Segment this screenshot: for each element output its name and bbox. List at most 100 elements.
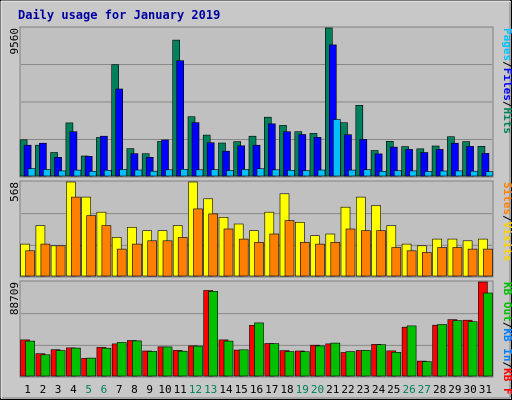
bar-sites-day-28 — [437, 247, 447, 277]
bar-pages-day-13 — [210, 169, 219, 177]
bar-kbout-day-11 — [177, 350, 188, 377]
bar-kbout-day-12 — [193, 345, 203, 377]
bar-files-day-4 — [69, 131, 78, 177]
bar-kbout-day-10 — [162, 346, 173, 377]
bar-files-day-12 — [191, 122, 200, 177]
bar-files-day-6 — [100, 135, 108, 177]
bar-files-day-20 — [313, 137, 322, 177]
bar-pages-day-16 — [256, 168, 265, 177]
x-tick-label-14: 14 — [219, 383, 233, 396]
bar-kbout-day-27 — [421, 361, 432, 377]
x-tick-label-19: 19 — [296, 383, 309, 396]
bar-files-day-29 — [451, 142, 459, 177]
bar-sites-day-12 — [193, 208, 203, 277]
legend-kb-in: KB In — [501, 328, 512, 361]
bar-sites-day-22 — [345, 228, 356, 277]
bar-pages-day-23 — [363, 169, 372, 177]
bar-files-day-28 — [435, 149, 444, 177]
bar-kbout-day-1 — [25, 340, 35, 377]
x-tick-label-1: 1 — [24, 383, 31, 396]
x-tick-label-31: 31 — [479, 383, 492, 396]
legend-visits: Visits — [501, 222, 512, 262]
bar-files-day-11 — [176, 60, 184, 177]
x-axis-ticks: 1 2 3 4 5 6 7 8 9 10 11 12 13 14 15 16 17 18 19 20 21 22 23 24 2… — [24, 383, 492, 396]
x-tick-label-10: 10 — [158, 383, 171, 396]
bar-sites-day-24 — [376, 230, 386, 277]
bar-kbout-day-19 — [299, 351, 310, 377]
bar-kbout-day-31 — [483, 292, 493, 377]
svg-text:Pages/Files/Hits: Pages/Files/Hits — [501, 28, 512, 134]
bar-pages-day-1 — [27, 168, 36, 177]
x-tick-label-23: 23 — [357, 383, 370, 396]
bar-files-day-5 — [84, 156, 93, 177]
bar-sites-day-17 — [269, 233, 280, 277]
x-tick-label-8: 8 — [131, 383, 138, 396]
bar-pages-day-7 — [119, 169, 127, 177]
legend-pages: Pages — [501, 28, 512, 61]
bar-kbout-day-22 — [345, 351, 356, 377]
bar-pages-day-10 — [165, 169, 173, 177]
bar-kbout-day-15 — [238, 349, 249, 377]
bar-kbout-day-8 — [132, 340, 142, 377]
panel-kbytes-legend: KB Out/KB In/KB F — [501, 282, 512, 395]
x-tick-label-11: 11 — [174, 383, 187, 396]
bar-pages-day-18 — [287, 170, 295, 177]
bar-sites-day-26 — [406, 250, 417, 277]
bar-files-day-23 — [359, 139, 368, 177]
panel-hits: 9560 Pages/Files/Hits — [8, 26, 512, 178]
legend-files: Files — [501, 68, 512, 101]
bar-files-day-27 — [420, 152, 429, 177]
bar-kbout-day-17 — [269, 343, 280, 377]
bar-sites-day-16 — [254, 242, 264, 277]
bar-kbout-day-25 — [391, 351, 402, 377]
bar-pages-day-2 — [43, 169, 51, 177]
bar-sites-day-20 — [315, 243, 325, 277]
bar-pages-day-14 — [226, 170, 234, 177]
bar-pages-day-19 — [302, 170, 311, 177]
bar-sites-day-13 — [208, 213, 218, 277]
bar-sites-day-9 — [147, 240, 157, 277]
x-tick-label-3: 3 — [55, 383, 62, 396]
bar-files-day-26 — [405, 149, 413, 177]
bar-sites-day-1 — [25, 250, 35, 277]
bar-pages-day-9 — [149, 170, 158, 177]
bar-files-day-8 — [130, 153, 139, 177]
bar-kbout-day-2 — [40, 354, 51, 377]
x-tick-label-16: 16 — [250, 383, 263, 396]
bar-pages-day-17 — [271, 169, 280, 177]
x-tick-label-20: 20 — [311, 383, 324, 396]
panel-visits-ymax-label: 568 — [8, 182, 21, 202]
x-tick-label-4: 4 — [70, 383, 77, 396]
bar-sites-day-4 — [71, 196, 81, 277]
legend-kb-f: KB F — [501, 368, 512, 395]
bar-pages-day-31 — [485, 171, 494, 177]
bar-kbout-day-29 — [452, 320, 463, 377]
panel-kbytes: 88709 KB Out/KB In/KB F — [8, 280, 512, 395]
bar-sites-day-3 — [55, 245, 66, 277]
bar-sites-day-8 — [132, 243, 142, 277]
bar-pages-day-5 — [88, 171, 97, 177]
bar-kbout-day-23 — [360, 350, 371, 377]
bar-files-day-22 — [344, 134, 352, 177]
legend-hits: Hits — [501, 108, 512, 135]
bar-files-day-2 — [39, 142, 47, 177]
bar-kbout-day-3 — [55, 350, 66, 377]
x-tick-label-13: 13 — [204, 383, 217, 396]
bar-pages-day-29 — [455, 170, 463, 177]
bar-files-day-18 — [283, 131, 291, 177]
bar-sites-day-10 — [162, 240, 173, 277]
bar-files-day-16 — [252, 144, 261, 177]
bar-pages-day-27 — [424, 171, 433, 177]
bar-kbout-day-14 — [223, 340, 234, 377]
bar-kbout-day-6 — [101, 347, 112, 377]
bar-pages-day-24 — [378, 171, 387, 177]
bar-sites-day-31 — [483, 248, 493, 277]
x-tick-label-5: 5 — [85, 383, 92, 396]
bar-pages-day-22 — [348, 169, 356, 177]
x-tick-label-22: 22 — [341, 383, 354, 396]
x-tick-label-2: 2 — [40, 383, 47, 396]
bar-kbout-day-28 — [437, 324, 447, 377]
bar-sites-day-29 — [452, 247, 463, 277]
bar-pages-day-11 — [180, 169, 188, 177]
